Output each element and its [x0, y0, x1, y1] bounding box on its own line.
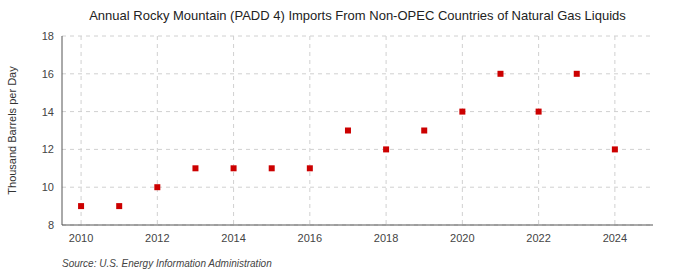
grid-line: [462, 36, 463, 225]
point: [345, 128, 351, 134]
point: [421, 128, 427, 134]
tick-label: 14: [42, 106, 54, 118]
tick-label: 2022: [526, 232, 550, 244]
grid-line: [62, 111, 653, 112]
tick-label: 16: [42, 68, 54, 80]
x-axis-line: [62, 225, 653, 226]
point: [307, 165, 313, 171]
grid-line: [386, 36, 387, 225]
grid-line: [62, 73, 653, 74]
grid-line: [81, 36, 82, 225]
y-axis-label: Thousand Barrels per Day: [6, 66, 18, 195]
tick-label: 2010: [69, 232, 93, 244]
point: [192, 165, 198, 171]
grid-line: [62, 225, 653, 226]
points: [78, 71, 618, 209]
point: [459, 109, 465, 115]
grid: [62, 36, 653, 225]
tick-label: 12: [42, 143, 54, 155]
grid-line: [62, 187, 653, 188]
grid-line: [62, 149, 653, 150]
point: [612, 146, 618, 152]
point: [154, 184, 160, 190]
grid-line: [157, 36, 158, 225]
point: [536, 109, 542, 115]
title: Annual Rocky Mountain (PADD 4) Imports F…: [89, 8, 626, 23]
point: [78, 203, 84, 209]
y-axis-line: [62, 36, 63, 225]
chart: 8 10 12 14 16 18 2010 2012 2014 2016 2018 2020 2022 2…: [0, 0, 675, 275]
tick-label: 8: [48, 219, 54, 231]
point: [269, 165, 275, 171]
grid-line: [614, 36, 615, 225]
point: [383, 146, 389, 152]
tick-label: 2024: [603, 232, 627, 244]
tick-label: 2014: [221, 232, 245, 244]
source: Source: U.S. Energy Information Administ…: [62, 258, 272, 269]
grid-line: [309, 36, 310, 225]
tick-label: 2012: [145, 232, 169, 244]
tick-label: 18: [42, 30, 54, 42]
point: [116, 203, 122, 209]
axes: 8 10 12 14 16 18 2010 2012 2014 2016 2018 2020 2022 2…: [42, 30, 653, 244]
point: [497, 71, 503, 77]
grid-line: [62, 36, 653, 37]
point: [231, 165, 237, 171]
tick-label: 2020: [450, 232, 474, 244]
tick-label: 2018: [374, 232, 398, 244]
tick-label: 10: [42, 181, 54, 193]
tick-label: 2016: [298, 232, 322, 244]
grid-line: [233, 36, 234, 225]
point: [574, 71, 580, 77]
grid-line: [538, 36, 539, 225]
